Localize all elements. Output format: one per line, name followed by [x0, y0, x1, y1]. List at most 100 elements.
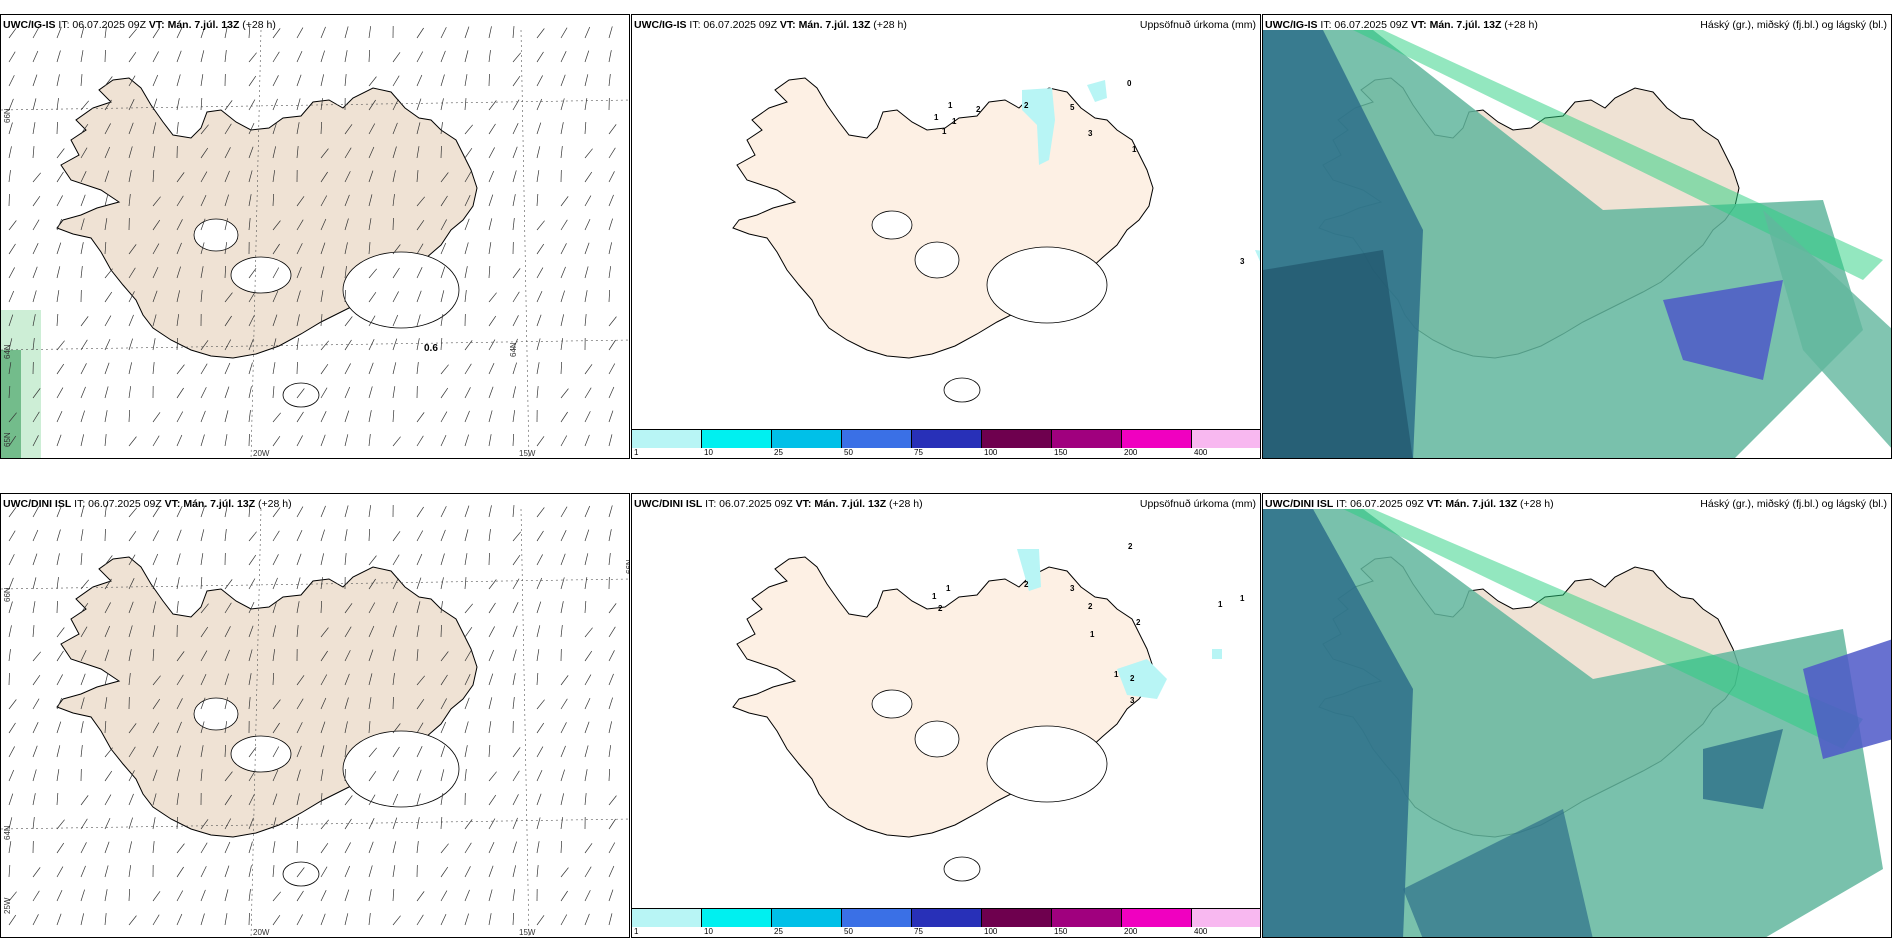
- wind-barb: [32, 601, 36, 614]
- wind-barb: [560, 817, 564, 830]
- colorbar-segment: [982, 430, 1052, 448]
- wind-barb: [224, 602, 232, 614]
- wind-barb: [584, 364, 593, 375]
- wind-barb: [368, 841, 374, 854]
- wind-barb: [320, 769, 324, 782]
- wind-barb: [584, 650, 593, 662]
- wind-barb: [320, 171, 328, 183]
- wind-barb: [248, 146, 254, 159]
- wind-barb: [584, 314, 587, 327]
- wind-barb: [440, 387, 449, 399]
- wind-barb: [608, 768, 611, 782]
- wind-barb: [416, 553, 423, 566]
- wind-barb: [152, 243, 160, 255]
- wind-barb: [200, 866, 207, 878]
- wind-barb: [8, 722, 16, 734]
- wind-barb: [464, 505, 470, 518]
- wind-barb: [200, 266, 204, 279]
- wind-barb: [488, 266, 491, 279]
- wind-barb: [512, 218, 515, 231]
- wind-barb: [392, 75, 400, 87]
- wind-barb: [344, 266, 347, 279]
- wind-barb: [248, 291, 256, 303]
- wind-barb: [344, 339, 352, 351]
- wind-barb: [104, 434, 107, 447]
- wind-barb: [488, 315, 497, 327]
- wind-barb: [224, 339, 232, 351]
- wind-barb: [392, 915, 401, 926]
- wind-barb: [80, 386, 86, 399]
- wind-barb: [584, 769, 588, 782]
- wind-barb: [608, 697, 613, 710]
- wind-barb: [368, 315, 376, 327]
- wind-barb: [368, 194, 373, 207]
- wind-barb: [344, 505, 349, 518]
- wind-barb: [248, 601, 255, 614]
- wind-barb: [392, 146, 397, 159]
- wind-barb: [8, 51, 16, 63]
- wind-barb: [296, 435, 303, 447]
- wind-barb: [128, 601, 134, 614]
- wind-barb: [512, 770, 520, 782]
- wind-barb: [56, 697, 63, 710]
- wind-barb: [536, 601, 542, 614]
- wind-barb: [584, 601, 587, 614]
- panel-header: UWC/DINI ISL IT: 06.07.2025 09Z VT: Mán.…: [3, 498, 292, 510]
- wind-barb: [248, 794, 255, 806]
- wind-barb: [56, 600, 58, 614]
- wind-barb: [248, 817, 254, 830]
- wind-barb: [200, 98, 203, 111]
- wind-barb: [488, 745, 491, 758]
- wind-barb: [608, 913, 613, 926]
- wind-barb: [512, 865, 516, 878]
- wind-barb: [608, 434, 613, 447]
- panel-title-clouds: Háský (gr.), miðský (fj.bl.) og lágský (…: [1700, 498, 1887, 510]
- wind-barb: [416, 122, 421, 135]
- wind-barb: [368, 242, 371, 255]
- wind-barb: [272, 412, 281, 423]
- wind-barb: [104, 889, 108, 902]
- wind-barb: [560, 146, 563, 159]
- wind-barb: [176, 843, 185, 854]
- wind-barb: [512, 912, 515, 926]
- wind-barb: [608, 386, 615, 399]
- wind-barb: [584, 195, 592, 207]
- wind-barb: [584, 529, 590, 542]
- wind-barb: [536, 75, 543, 87]
- wind-barb: [56, 819, 65, 830]
- wind-barb: [200, 340, 209, 351]
- wind-barb: [512, 194, 516, 207]
- wind-barb: [104, 528, 106, 542]
- wind-barb: [392, 770, 399, 782]
- wind-panel-bottom: UWC/DINI ISL IT: 06.07.2025 09Z VT: Mán.…: [0, 493, 630, 938]
- wind-barb: [440, 674, 448, 686]
- wind-barb: [56, 913, 62, 926]
- wind-barb: [248, 194, 252, 207]
- wind-barb: [320, 195, 328, 207]
- wind-barb: [608, 505, 613, 518]
- wind-barb: [296, 290, 301, 303]
- wind-barb: [152, 914, 160, 926]
- wind-barb: [560, 219, 568, 231]
- lon-label-15w: 15W: [519, 449, 536, 458]
- wind-barb: [296, 890, 304, 902]
- wind-barb: [56, 553, 60, 566]
- wind-barb: [296, 553, 302, 566]
- wind-barb: [464, 218, 470, 231]
- wind-barb: [344, 650, 351, 662]
- wind-barb: [32, 338, 35, 351]
- wind-barb: [152, 698, 161, 710]
- colorbar-segment: [632, 909, 702, 927]
- wind-barb: [32, 914, 39, 926]
- wind-barb: [104, 291, 113, 303]
- wind-barb: [440, 721, 447, 734]
- wind-barb: [56, 410, 63, 423]
- wind-barb: [8, 699, 17, 710]
- wind-barb: [128, 75, 136, 87]
- wind-barb: [272, 891, 281, 902]
- wind-barb: [32, 506, 40, 518]
- wind-barb: [128, 793, 134, 806]
- wind-barb: [344, 50, 348, 63]
- wind-barb: [32, 74, 38, 87]
- wind-barb: [464, 98, 467, 111]
